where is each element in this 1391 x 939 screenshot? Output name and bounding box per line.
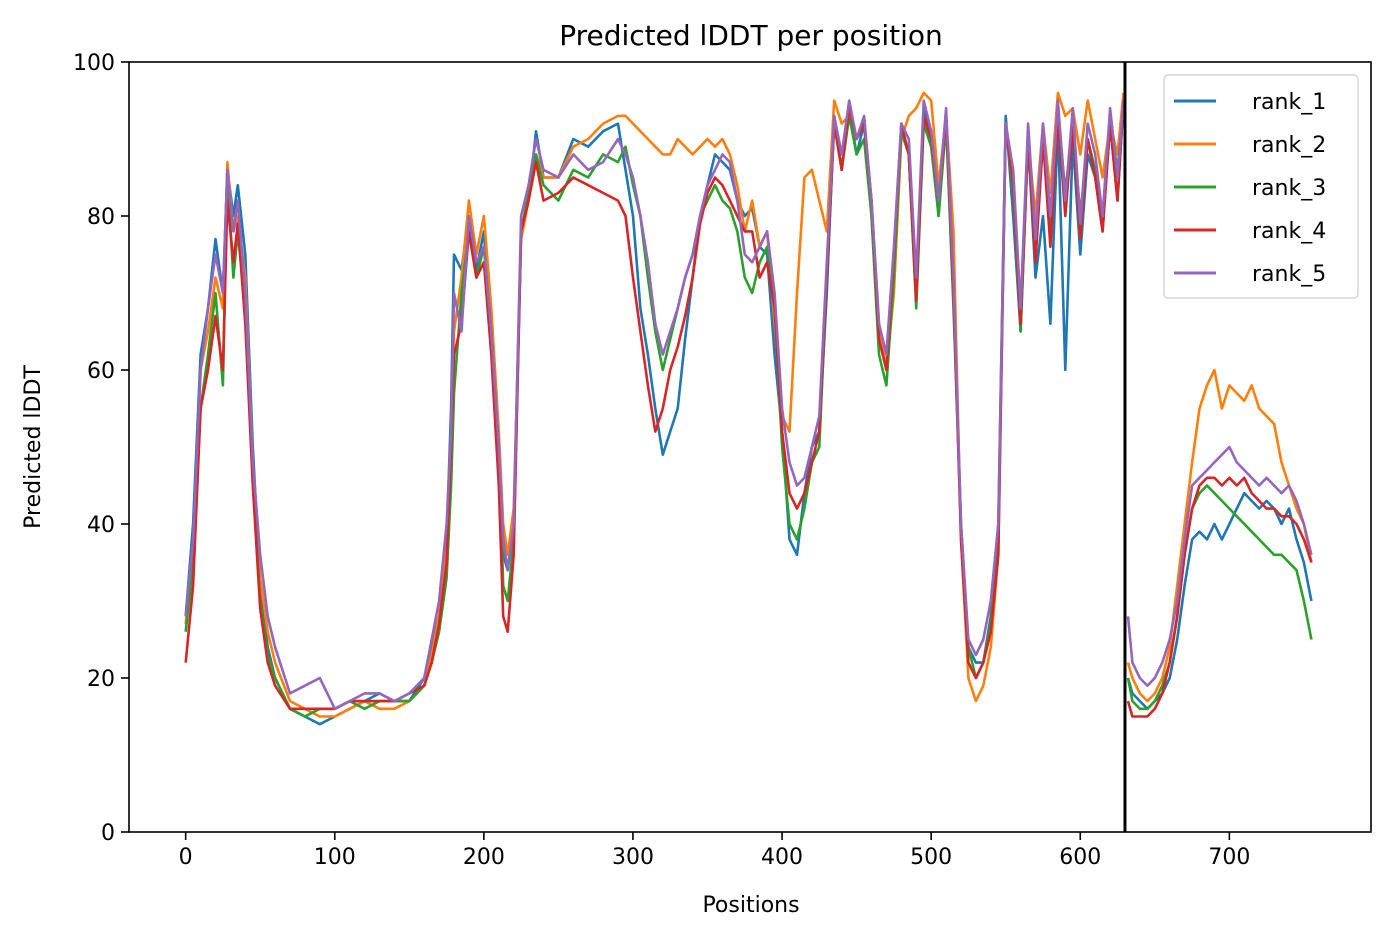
legend-label-rank_1: rank_1	[1252, 90, 1326, 115]
x-tick-label: 200	[463, 845, 505, 870]
legend-label-rank_2: rank_2	[1252, 133, 1326, 158]
x-axis-label: Positions	[702, 893, 799, 918]
x-tick-label: 400	[761, 845, 803, 870]
x-tick-label: 0	[179, 845, 193, 870]
series-line-rank_4-segment-1	[184, 100, 1125, 711]
series-line-rank_5-segment-2	[1126, 445, 1313, 688]
y-tick-label: 0	[101, 821, 115, 846]
y-axis: 0 20 40 60 80 100	[73, 51, 129, 846]
x-axis: 0 100 200 300 400 500 600 700	[179, 832, 1250, 870]
y-axis-label: Predicted lDDT	[21, 365, 46, 529]
x-tick-label: 500	[910, 845, 952, 870]
plot-frame	[128, 61, 1372, 833]
y-tick-label: 20	[87, 667, 115, 692]
legend-label-rank_4: rank_4	[1252, 219, 1326, 244]
chart-title: Predicted lDDT per position	[559, 19, 943, 52]
x-tick-label: 300	[612, 845, 654, 870]
y-tick-label: 80	[87, 205, 115, 230]
series-line-rank_2-segment-2	[1126, 368, 1313, 703]
legend-label-rank_3: rank_3	[1252, 176, 1326, 201]
series-layer	[184, 91, 1313, 726]
x-tick-label: 600	[1059, 845, 1101, 870]
legend: rank_1 rank_2 rank_3 rank_4 rank_5	[1163, 74, 1359, 299]
x-tick-label: 100	[314, 845, 356, 870]
legend-frame	[1163, 74, 1359, 299]
legend-label-rank_5: rank_5	[1252, 262, 1326, 287]
y-tick-label: 40	[87, 513, 115, 538]
y-tick-label: 100	[73, 51, 115, 76]
x-tick-label: 700	[1208, 845, 1250, 870]
y-tick-label: 60	[87, 359, 115, 384]
series-line-rank_4-segment-2	[1126, 476, 1313, 718]
series-line-rank_5-segment-1	[184, 99, 1125, 711]
series-line-rank_3-segment-2	[1126, 484, 1313, 711]
